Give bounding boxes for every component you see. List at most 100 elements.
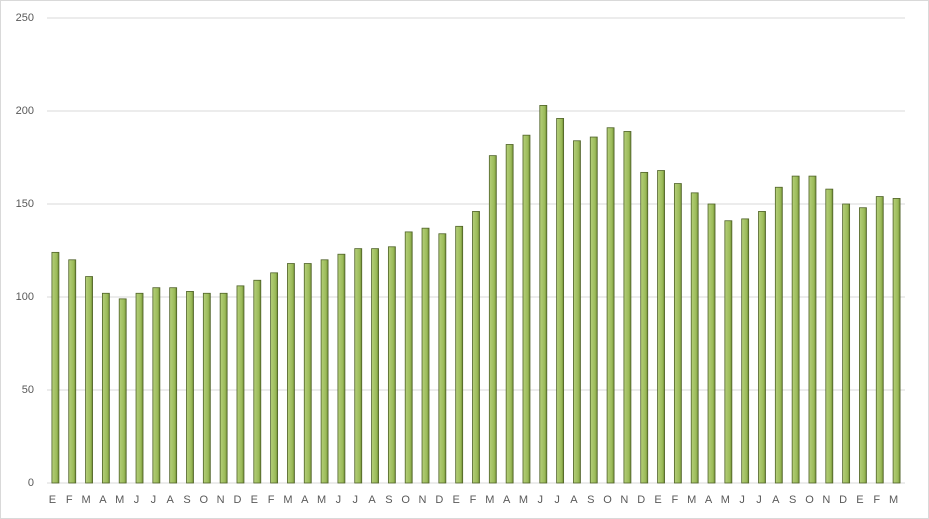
- x-tick-label: A: [772, 494, 780, 506]
- bar: [808, 175, 817, 484]
- x-tick-label: M: [317, 494, 326, 506]
- x-tick-label: M: [687, 494, 696, 506]
- x-tick-label: A: [705, 494, 713, 506]
- x-tick-label: A: [167, 494, 175, 506]
- x-tick-label: F: [470, 494, 477, 506]
- bar: [640, 171, 649, 484]
- x-tick-label: J: [554, 494, 560, 506]
- x-tick-label: S: [587, 494, 594, 506]
- x-tick-label: E: [251, 494, 258, 506]
- y-tick-label: 200: [16, 105, 34, 117]
- bar: [236, 285, 245, 484]
- bar: [320, 259, 329, 484]
- x-tick-label: O: [603, 494, 612, 506]
- x-tick-label: E: [453, 494, 460, 506]
- bar: [690, 192, 699, 484]
- bar: [202, 292, 211, 484]
- bar: [556, 118, 565, 484]
- bar: [152, 287, 161, 484]
- bar: [68, 259, 77, 484]
- bar: [539, 105, 548, 484]
- bar: [505, 144, 514, 484]
- bar: [859, 207, 867, 484]
- x-tick-label: M: [283, 494, 292, 506]
- bar: [488, 155, 497, 484]
- x-tick-label: D: [435, 494, 443, 506]
- x-tick-label: S: [183, 494, 190, 506]
- bar: [85, 276, 93, 484]
- bar: [825, 188, 834, 484]
- x-tick-label: E: [49, 494, 56, 506]
- bar: [135, 292, 144, 484]
- x-tick-label: A: [570, 494, 578, 506]
- x-tick-label: D: [637, 494, 645, 506]
- bar: [387, 246, 396, 484]
- x-tick-label: J: [134, 494, 140, 506]
- bar: [219, 292, 228, 484]
- bar: [118, 298, 127, 484]
- bar: [623, 131, 632, 484]
- x-tick-label: D: [839, 494, 847, 506]
- bar: [522, 134, 531, 484]
- bar: [707, 203, 716, 484]
- x-tick-label: A: [503, 494, 511, 506]
- bar: [842, 203, 851, 484]
- x-tick-label: A: [301, 494, 309, 506]
- bar: [438, 233, 447, 484]
- x-tick-label: J: [739, 494, 745, 506]
- bar: [421, 227, 430, 484]
- bar: [758, 211, 766, 484]
- x-tick-label: E: [856, 494, 863, 506]
- x-tick-label: M: [519, 494, 528, 506]
- x-tick-label: A: [368, 494, 376, 506]
- x-tick-label: N: [217, 494, 225, 506]
- bar: [337, 253, 346, 484]
- bar: [741, 218, 750, 484]
- x-tick-label: M: [889, 494, 898, 506]
- bar: [657, 170, 665, 484]
- bar: [371, 248, 379, 484]
- bar: [472, 211, 480, 484]
- x-tick-label: M: [721, 494, 730, 506]
- x-tick-label: A: [99, 494, 107, 506]
- x-tick-label: O: [805, 494, 814, 506]
- x-tick-label: M: [81, 494, 90, 506]
- x-tick-label: F: [672, 494, 679, 506]
- x-tick-label: F: [268, 494, 275, 506]
- bar: [101, 292, 110, 484]
- x-tick-label: S: [789, 494, 796, 506]
- bar: [606, 127, 615, 484]
- bar: [774, 186, 783, 484]
- y-tick-label: 0: [28, 477, 34, 489]
- x-tick-label: J: [352, 494, 358, 506]
- x-tick-label: J: [756, 494, 762, 506]
- bar: [791, 175, 800, 484]
- x-tick-label: M: [485, 494, 494, 506]
- x-tick-label: M: [115, 494, 124, 506]
- x-tick-label: N: [620, 494, 628, 506]
- x-tick-label: J: [538, 494, 544, 506]
- x-tick-label: N: [822, 494, 830, 506]
- bar: [287, 263, 295, 484]
- x-tick-label: O: [401, 494, 410, 506]
- bar: [270, 272, 279, 484]
- x-tick-label: F: [873, 494, 880, 506]
- x-tick-label: O: [200, 494, 209, 506]
- x-tick-label: J: [336, 494, 342, 506]
- y-tick-label: 100: [16, 291, 34, 303]
- bar: [354, 248, 363, 484]
- bar: [875, 196, 884, 484]
- bar: [573, 140, 581, 484]
- bar: [303, 263, 312, 484]
- x-tick-label: S: [385, 494, 392, 506]
- bar: [51, 251, 60, 484]
- y-tick-label: 50: [22, 384, 34, 396]
- x-tick-label: D: [233, 494, 241, 506]
- bar: [169, 287, 178, 484]
- y-tick-label: 250: [16, 12, 34, 24]
- x-tick-label: E: [654, 494, 661, 506]
- bar: [253, 279, 262, 484]
- bar: [455, 225, 464, 484]
